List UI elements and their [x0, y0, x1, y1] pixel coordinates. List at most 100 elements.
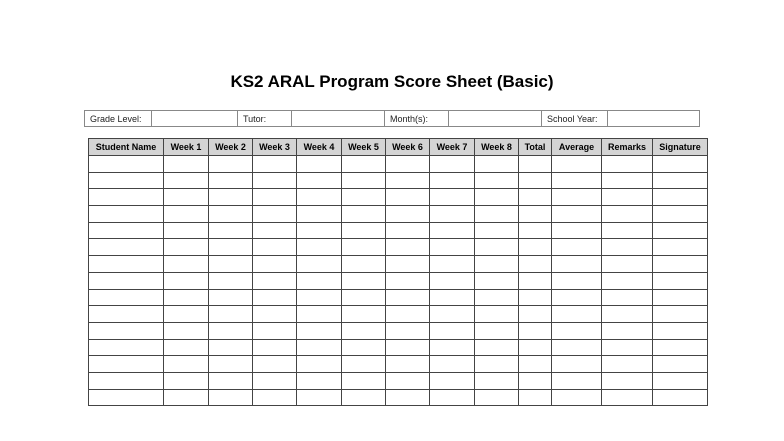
table-cell[interactable]	[252, 338, 297, 357]
table-cell[interactable]	[474, 221, 519, 240]
table-cell[interactable]	[88, 255, 164, 273]
table-cell[interactable]	[208, 205, 253, 223]
table-cell[interactable]	[551, 171, 602, 190]
table-cell[interactable]	[296, 371, 342, 390]
table-cell[interactable]	[551, 188, 602, 207]
table-cell[interactable]	[296, 171, 342, 190]
table-cell[interactable]	[474, 238, 519, 257]
table-cell[interactable]	[385, 288, 430, 307]
table-cell[interactable]	[652, 155, 708, 173]
table-cell[interactable]	[652, 321, 708, 340]
table-cell[interactable]	[385, 205, 430, 223]
table-cell[interactable]	[385, 355, 430, 373]
table-cell[interactable]	[518, 338, 552, 357]
table-cell[interactable]	[341, 188, 386, 207]
table-cell[interactable]	[551, 321, 602, 340]
table-cell[interactable]	[163, 321, 209, 340]
table-cell[interactable]	[652, 221, 708, 240]
table-cell[interactable]	[252, 171, 297, 190]
table-cell[interactable]	[601, 155, 653, 173]
table-cell[interactable]	[341, 371, 386, 390]
table-cell[interactable]	[652, 205, 708, 223]
table-cell[interactable]	[88, 288, 164, 307]
table-cell[interactable]	[429, 371, 475, 390]
table-cell[interactable]	[474, 305, 519, 323]
grade-level-field[interactable]	[151, 110, 238, 127]
table-cell[interactable]	[88, 388, 164, 407]
table-cell[interactable]	[429, 205, 475, 223]
table-cell[interactable]	[601, 188, 653, 207]
table-cell[interactable]	[252, 188, 297, 207]
table-cell[interactable]	[163, 238, 209, 257]
table-cell[interactable]	[252, 271, 297, 290]
table-cell[interactable]	[252, 238, 297, 257]
table-cell[interactable]	[601, 205, 653, 223]
table-cell[interactable]	[296, 388, 342, 407]
table-cell[interactable]	[551, 238, 602, 257]
school-year-field[interactable]	[607, 110, 700, 127]
table-cell[interactable]	[601, 355, 653, 373]
table-cell[interactable]	[163, 355, 209, 373]
table-cell[interactable]	[208, 271, 253, 290]
table-cell[interactable]	[88, 238, 164, 257]
table-cell[interactable]	[652, 355, 708, 373]
table-cell[interactable]	[551, 305, 602, 323]
table-cell[interactable]	[518, 288, 552, 307]
table-cell[interactable]	[88, 205, 164, 223]
table-cell[interactable]	[551, 155, 602, 173]
table-cell[interactable]	[474, 271, 519, 290]
table-cell[interactable]	[88, 355, 164, 373]
table-cell[interactable]	[429, 305, 475, 323]
table-cell[interactable]	[429, 355, 475, 373]
table-cell[interactable]	[518, 371, 552, 390]
table-cell[interactable]	[652, 288, 708, 307]
table-cell[interactable]	[88, 188, 164, 207]
table-cell[interactable]	[518, 171, 552, 190]
tutor-field[interactable]	[291, 110, 385, 127]
table-cell[interactable]	[518, 221, 552, 240]
table-cell[interactable]	[88, 221, 164, 240]
table-cell[interactable]	[163, 221, 209, 240]
table-cell[interactable]	[652, 255, 708, 273]
table-cell[interactable]	[88, 338, 164, 357]
table-cell[interactable]	[652, 238, 708, 257]
table-cell[interactable]	[551, 288, 602, 307]
table-cell[interactable]	[601, 305, 653, 323]
table-cell[interactable]	[296, 321, 342, 340]
table-cell[interactable]	[88, 271, 164, 290]
table-cell[interactable]	[474, 171, 519, 190]
table-cell[interactable]	[518, 155, 552, 173]
table-cell[interactable]	[296, 221, 342, 240]
table-cell[interactable]	[474, 338, 519, 357]
table-cell[interactable]	[429, 155, 475, 173]
table-cell[interactable]	[518, 305, 552, 323]
table-cell[interactable]	[551, 271, 602, 290]
table-cell[interactable]	[252, 305, 297, 323]
table-cell[interactable]	[601, 321, 653, 340]
table-cell[interactable]	[429, 288, 475, 307]
table-cell[interactable]	[385, 171, 430, 190]
table-cell[interactable]	[385, 305, 430, 323]
table-cell[interactable]	[652, 388, 708, 407]
table-cell[interactable]	[601, 221, 653, 240]
table-cell[interactable]	[429, 221, 475, 240]
table-cell[interactable]	[385, 221, 430, 240]
table-cell[interactable]	[163, 171, 209, 190]
table-cell[interactable]	[252, 355, 297, 373]
table-cell[interactable]	[341, 221, 386, 240]
table-cell[interactable]	[296, 155, 342, 173]
table-cell[interactable]	[252, 288, 297, 307]
table-cell[interactable]	[341, 271, 386, 290]
table-cell[interactable]	[252, 388, 297, 407]
table-cell[interactable]	[296, 205, 342, 223]
table-cell[interactable]	[429, 171, 475, 190]
table-cell[interactable]	[652, 188, 708, 207]
table-cell[interactable]	[474, 355, 519, 373]
table-cell[interactable]	[385, 338, 430, 357]
table-cell[interactable]	[208, 338, 253, 357]
table-cell[interactable]	[296, 305, 342, 323]
table-cell[interactable]	[474, 388, 519, 407]
table-cell[interactable]	[551, 338, 602, 357]
table-cell[interactable]	[474, 321, 519, 340]
table-cell[interactable]	[296, 288, 342, 307]
